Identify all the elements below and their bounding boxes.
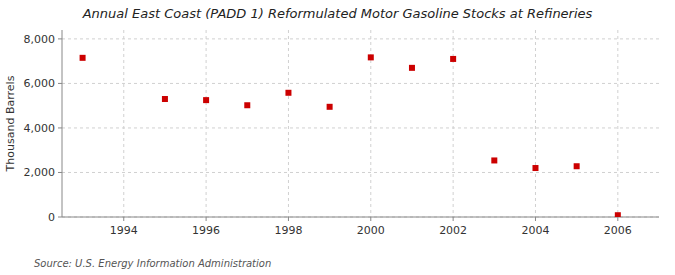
point [285, 90, 291, 96]
y-grid-line [62, 217, 659, 218]
x-tick-label: 1996 [192, 224, 220, 237]
x-tick [617, 217, 618, 221]
point [244, 102, 250, 108]
point [574, 163, 580, 169]
x-grid-line [206, 30, 207, 217]
y-tick-label: 4,000 [24, 122, 56, 135]
y-grid-line [62, 83, 659, 84]
title: Annual East Coast (PADD 1) Reformulated … [82, 6, 593, 21]
x-tick [288, 217, 289, 221]
y-grid-line [62, 172, 659, 173]
y-tick-label: 8,000 [24, 33, 56, 46]
chart-container: 0 2,000 4,000 6,000 8,000 1994 1996 1998 2000 200… [0, 0, 675, 275]
x-grid-line [123, 30, 124, 217]
x-grid-line [288, 30, 289, 217]
point [532, 165, 538, 171]
y-axis-line [62, 30, 63, 217]
x-tick-label: 1994 [110, 224, 138, 237]
point [491, 157, 497, 163]
point [450, 56, 456, 62]
x-tick-label: 2002 [439, 224, 467, 237]
x-tick [453, 217, 454, 221]
chart-svg: 0 2,000 4,000 6,000 8,000 1994 1996 1998 2000 200… [0, 0, 675, 275]
y-tick-label: 2,000 [24, 166, 56, 179]
x-tick-label: 2006 [604, 224, 632, 237]
y-axis-label: Thousand Barrels [4, 75, 17, 172]
points [80, 54, 621, 217]
x-tick-label: 1998 [274, 224, 302, 237]
y-tick-label: 0 [48, 211, 55, 224]
x-grid-line [617, 30, 618, 217]
y-tick [58, 127, 62, 128]
source-note: Source: U.S. Energy Information Administ… [34, 258, 271, 269]
y-tick [58, 38, 62, 39]
point [368, 54, 374, 60]
point [615, 212, 621, 217]
y-tick [58, 217, 62, 218]
point [80, 55, 86, 61]
x-tick [123, 217, 124, 221]
x-tick [206, 217, 207, 221]
y-grid-line [62, 127, 659, 128]
x-tick [535, 217, 536, 221]
x-tick-label: 2000 [357, 224, 385, 237]
x-tick-label: 2004 [521, 224, 549, 237]
point [327, 104, 333, 110]
x-tick [370, 217, 371, 221]
point [409, 65, 415, 71]
y-grid-line [62, 38, 659, 39]
y-tick [58, 172, 62, 173]
y-tick [58, 83, 62, 84]
grid [62, 30, 659, 217]
point [203, 97, 209, 103]
x-axis-line [62, 217, 659, 218]
y-tick-label: 6,000 [24, 77, 56, 90]
x-grid-line [535, 30, 536, 217]
point [162, 96, 168, 102]
